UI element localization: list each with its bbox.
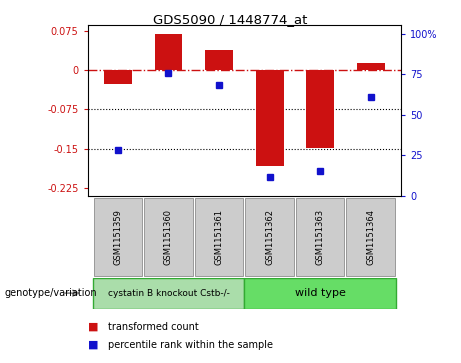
Bar	[306, 70, 334, 148]
Text: GSM1151360: GSM1151360	[164, 209, 173, 265]
Bar	[154, 34, 183, 70]
Text: ■: ■	[88, 340, 98, 350]
Bar	[347, 197, 395, 276]
Text: GSM1151359: GSM1151359	[113, 209, 123, 265]
Bar	[205, 50, 233, 70]
Text: GSM1151362: GSM1151362	[265, 209, 274, 265]
Bar	[256, 70, 284, 166]
Bar	[245, 197, 294, 276]
Bar	[244, 278, 396, 309]
Text: GSM1151364: GSM1151364	[366, 209, 375, 265]
Text: percentile rank within the sample: percentile rank within the sample	[108, 340, 273, 350]
Bar	[94, 197, 142, 276]
Text: ■: ■	[88, 322, 98, 332]
Text: GSM1151363: GSM1151363	[316, 209, 325, 265]
Bar	[93, 278, 244, 309]
Text: wild type: wild type	[295, 288, 346, 298]
Text: GDS5090 / 1448774_at: GDS5090 / 1448774_at	[154, 13, 307, 26]
Text: GSM1151361: GSM1151361	[214, 209, 224, 265]
Bar	[296, 197, 344, 276]
Bar	[195, 197, 243, 276]
Text: cystatin B knockout Cstb-/-: cystatin B knockout Cstb-/-	[107, 289, 230, 298]
Bar	[104, 70, 132, 84]
Bar	[144, 197, 193, 276]
Text: genotype/variation: genotype/variation	[5, 288, 97, 298]
Text: transformed count: transformed count	[108, 322, 199, 332]
Bar	[357, 63, 384, 70]
